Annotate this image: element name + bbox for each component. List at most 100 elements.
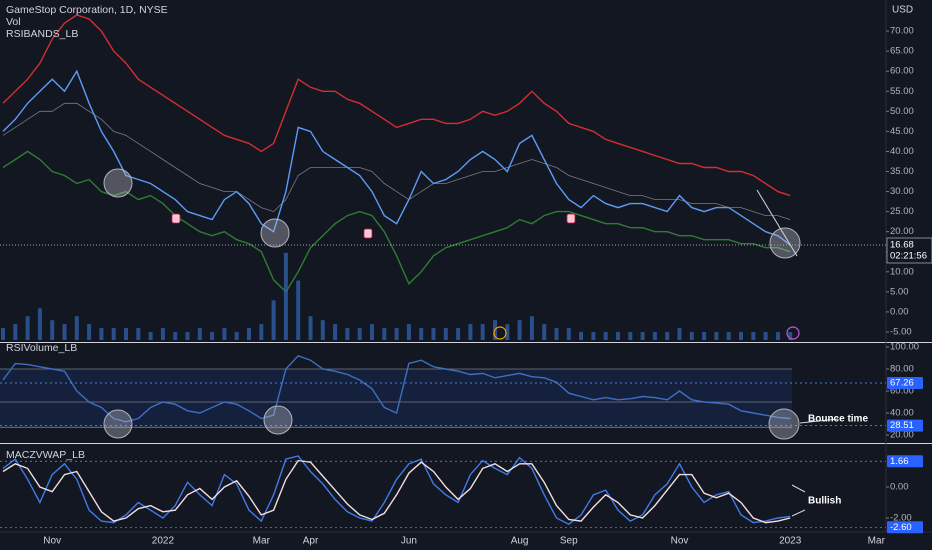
volume-bar xyxy=(13,324,18,340)
volume-bar xyxy=(124,328,128,340)
volume-bar xyxy=(554,328,559,340)
volume-bar xyxy=(652,332,657,340)
value-badge-label: 28.51 xyxy=(890,420,914,431)
y-tick-label: 60.00 xyxy=(890,66,914,77)
dividend-icon xyxy=(493,326,507,340)
volume-bar xyxy=(775,332,780,340)
y-tick-label: 0.00 xyxy=(890,482,909,493)
chart-title: GameStop Corporation, 1D, NYSE xyxy=(6,4,168,16)
pane-title: MACZVWAP_LB xyxy=(6,449,85,461)
indicator-label: RSIBANDS_LB xyxy=(6,28,78,40)
volume-bar xyxy=(296,280,301,340)
y-tick-label: 20.00 xyxy=(890,226,914,237)
value-badge-label: -2.60 xyxy=(890,522,912,533)
x-tick-label: Nov xyxy=(43,536,61,547)
volume-bar xyxy=(50,320,55,340)
volume-bar xyxy=(320,320,325,340)
volume-bar xyxy=(111,328,116,340)
value-badge xyxy=(887,419,923,432)
y-tick-label: 60.00 xyxy=(890,386,914,397)
volume-bar xyxy=(591,332,596,340)
highlight-circle xyxy=(103,409,133,439)
volume-bar xyxy=(74,316,79,340)
y-tick-label: 70.00 xyxy=(890,26,914,37)
series-line xyxy=(2,459,791,524)
series-line xyxy=(2,102,791,220)
volume-bar xyxy=(234,332,239,340)
y-tick-label: 55.00 xyxy=(890,86,914,97)
volume-bar xyxy=(1,328,5,340)
volume-bar xyxy=(394,328,399,340)
y-tick-label: 50.00 xyxy=(890,106,914,117)
volume-bar xyxy=(173,332,178,340)
volume-bar xyxy=(185,332,190,340)
unit-label: USD xyxy=(892,5,913,16)
x-tick-label: Jun xyxy=(401,536,417,547)
value-badge-label: 1.66 xyxy=(890,456,909,467)
volume-bar xyxy=(247,328,251,340)
volume-bar xyxy=(370,324,374,340)
volume-bar xyxy=(763,332,768,340)
y-tick-label: 25.00 xyxy=(890,206,914,217)
countdown-label: 02:21:56 xyxy=(890,251,927,262)
y-tick-label: 80.00 xyxy=(890,364,914,375)
value-badge xyxy=(887,455,923,468)
volume-bar xyxy=(468,324,473,340)
volume-bar xyxy=(160,328,165,340)
volume-bar xyxy=(197,328,202,340)
series-line xyxy=(2,69,791,246)
volume-bar xyxy=(382,328,387,340)
annotation: Bounce time xyxy=(808,414,868,425)
y-tick-label: 10.00 xyxy=(890,266,914,277)
price-badge-label: 16.68 xyxy=(890,240,914,251)
volume-bar xyxy=(333,324,338,340)
x-tick-label: Mar xyxy=(868,536,886,547)
highlight-circle xyxy=(263,405,293,435)
volume-bar xyxy=(357,328,362,340)
value-badge xyxy=(887,377,923,390)
volume-bar xyxy=(308,316,313,340)
annotation: Bullish xyxy=(808,496,841,507)
volume-bar xyxy=(99,328,104,340)
volume-bar xyxy=(714,332,719,340)
highlight-circle xyxy=(768,408,800,440)
value-badge-label: 67.26 xyxy=(890,378,914,389)
y-tick-label: -2.00 xyxy=(890,513,912,524)
highlight-circle xyxy=(769,227,801,259)
volume-bar xyxy=(542,324,547,340)
hand-icon xyxy=(566,213,576,224)
volume-bar xyxy=(702,332,707,340)
indicator-label: Vol xyxy=(6,16,21,28)
volume-bar xyxy=(603,332,608,340)
volume-bar xyxy=(271,300,276,340)
highlight-circle xyxy=(103,168,133,198)
y-tick-label: 20.00 xyxy=(890,430,914,441)
hand-icon xyxy=(171,213,181,224)
x-tick-label: 2023 xyxy=(779,536,802,547)
volume-bar xyxy=(136,328,141,340)
volume-bar xyxy=(148,332,153,340)
volume-bar xyxy=(37,308,42,340)
x-tick-label: Aug xyxy=(511,536,529,547)
plot-layer: Nov 2022 Mar Apr Jun Aug Sep Nov 2023 Mar -5.00 0.0… xyxy=(0,14,932,547)
event-icon xyxy=(786,326,800,340)
volume-bar xyxy=(210,332,215,340)
y-tick-label: 40.00 xyxy=(890,146,914,157)
volume-bar xyxy=(25,316,30,340)
value-badge xyxy=(887,521,923,534)
x-tick-label: Sep xyxy=(560,536,578,547)
volume-bar xyxy=(283,252,288,340)
x-tick-label: 2022 xyxy=(152,536,175,547)
series-line xyxy=(2,354,791,423)
volume-bar xyxy=(689,332,694,340)
series-line xyxy=(2,150,791,294)
volume-bar xyxy=(616,332,620,340)
y-tick-label: 35.00 xyxy=(890,166,914,177)
volume-bar xyxy=(62,324,67,340)
annotation-circles xyxy=(103,168,801,440)
y-tick-label: 0.00 xyxy=(890,306,909,317)
volume-bar xyxy=(406,324,411,340)
y-tick-label: 65.00 xyxy=(890,46,914,57)
